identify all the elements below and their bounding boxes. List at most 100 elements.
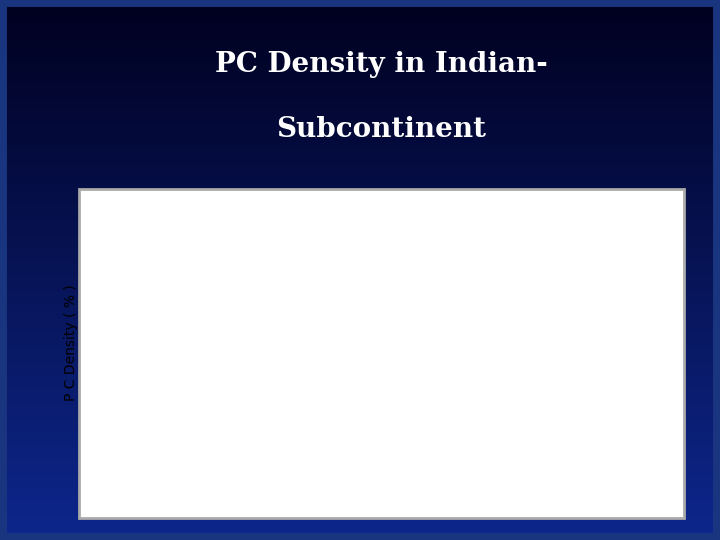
Bar (0, 475, 720, 478)
Bar (0, 43, 720, 46)
Bar (0, 437, 720, 440)
Bar (0, 481, 720, 483)
Bar (0, 270, 720, 273)
Bar (0, 49, 720, 51)
Bar (0, 413, 720, 416)
Bar (0, 202, 720, 205)
Bar (0, 467, 720, 470)
Bar (0, 381, 720, 383)
Bar (0, 213, 720, 216)
Bar (0, 489, 720, 491)
Bar (0, 111, 720, 113)
Bar (0, 383, 720, 386)
Bar (230, 357, 272, 483)
Bar (0, 243, 720, 246)
Bar (0, 57, 720, 59)
Bar (0, 216, 720, 219)
Bar (0, 335, 720, 338)
Bar (0, 386, 720, 389)
Bar (0, 59, 720, 62)
Y-axis label: P C Density ( % ): P C Density ( % ) (64, 285, 78, 401)
Bar (0, 138, 720, 140)
Bar (416, 418, 458, 483)
Bar (0, 443, 720, 445)
Bar (0, 424, 720, 427)
Bar (0, 486, 720, 489)
Bar (0, 289, 720, 292)
Bar (0, 356, 720, 359)
Bar (0, 27, 720, 30)
Bar (0, 324, 720, 327)
Bar (0, 518, 720, 521)
Bar (0, 176, 720, 178)
Bar (0, 84, 720, 86)
Bar (0, 375, 720, 378)
Bar (0, 265, 720, 267)
Bar (0, 65, 720, 68)
Bar (0, 189, 720, 192)
Bar (0, 300, 720, 302)
Bar (0, 526, 720, 529)
Bar (0, 211, 720, 213)
Bar (0, 100, 720, 103)
Bar (0, 470, 720, 472)
Bar (0, 359, 720, 362)
Bar (0, 14, 720, 16)
Bar (0, 113, 720, 116)
Bar (0, 400, 720, 402)
Bar (0, 62, 720, 65)
Bar (0, 364, 720, 367)
Bar (0, 524, 720, 526)
Bar (0, 32, 720, 35)
Bar (0, 154, 720, 157)
Bar (0, 459, 720, 462)
Bar (0, 416, 720, 418)
Bar (0, 378, 720, 381)
Bar (0, 448, 720, 451)
Bar (0, 346, 720, 348)
Bar (0, 313, 720, 316)
Bar (0, 116, 720, 119)
Bar (0, 230, 720, 232)
Bar (0, 338, 720, 340)
Bar (0, 262, 720, 265)
Bar (0, 124, 720, 127)
Bar (0, 532, 720, 535)
Bar (0, 294, 720, 297)
Bar (0, 54, 720, 57)
Bar (0, 119, 720, 122)
Bar (0, 408, 720, 410)
Bar (0, 173, 720, 176)
Bar (0, 472, 720, 475)
Bar (0, 162, 720, 165)
Bar (0, 392, 720, 394)
Bar (0, 200, 720, 202)
Bar (0, 521, 720, 524)
Bar (0, 235, 720, 238)
Bar (0, 186, 720, 189)
Bar (0, 238, 720, 240)
Bar (0, 462, 720, 464)
Bar (0, 478, 720, 481)
Bar (0, 151, 720, 154)
Bar (0, 70, 720, 73)
Bar (0, 267, 720, 270)
Bar (0, 159, 720, 162)
Bar (509, 252, 551, 483)
Bar (0, 362, 720, 364)
Bar (0, 354, 720, 356)
Bar (0, 11, 720, 14)
Bar (0, 421, 720, 424)
Bar (0, 165, 720, 167)
Bar (0, 135, 720, 138)
Bar (0, 157, 720, 159)
Text: PC Density in Indian-: PC Density in Indian- (215, 51, 548, 78)
Text: Subcontinent: Subcontinent (276, 116, 487, 143)
Bar (0, 19, 720, 22)
Bar (0, 140, 720, 143)
Bar (0, 40, 720, 43)
Bar (0, 240, 720, 243)
Bar (0, 254, 720, 256)
Bar (0, 410, 720, 413)
Bar (0, 38, 720, 40)
